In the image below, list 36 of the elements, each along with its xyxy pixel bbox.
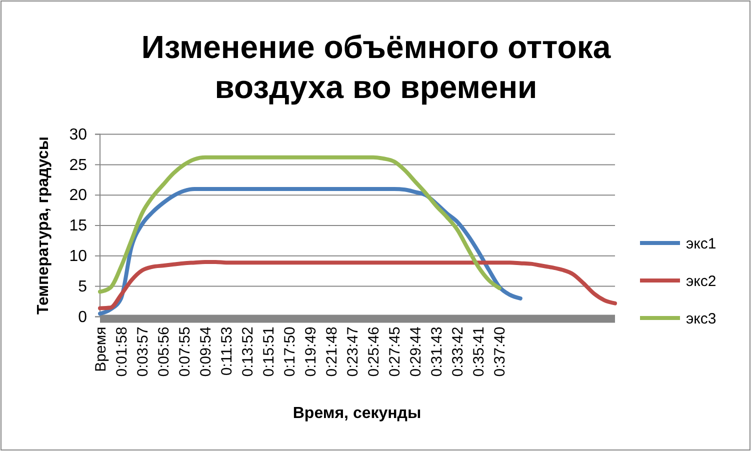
line-series (98, 187, 522, 316)
y-tick-label: 0 (78, 308, 88, 326)
y-axis-title: Температура, градусы (35, 136, 52, 314)
legend-label: экс3 (686, 310, 716, 328)
x-tick-label: 0:11:53 (218, 326, 236, 376)
x-tick-label: 0:03:57 (134, 326, 152, 377)
y-tick-label: 10 (69, 248, 88, 266)
y-tick-label: 5 (78, 278, 88, 296)
x-tick-label: Время (92, 326, 110, 372)
x-tick-label: 0:23:47 (344, 326, 362, 377)
chart-title: Изменение объёмного оттока воздуха во времени (141, 29, 611, 105)
x-tick-label: 0:15:51 (260, 326, 278, 377)
line-series (98, 155, 502, 294)
x-tick-label: 0:19:49 (302, 326, 320, 377)
line-series (98, 260, 617, 310)
legend-label: экс1 (686, 235, 716, 252)
x-tick-label: 0:13:52 (239, 326, 256, 377)
x-tick-label: 0:37:40 (492, 326, 509, 377)
x-tick-label: 0:29:44 (408, 326, 425, 377)
x-tick-label: 0:33:42 (450, 326, 467, 377)
x-tick-label: 0:35:41 (470, 326, 488, 377)
x-tick-label: 0:31:43 (428, 326, 446, 377)
legend-label: экс2 (686, 272, 716, 290)
x-tick-label: 0:21:48 (323, 326, 340, 377)
y-tick-label: 30 (69, 126, 88, 144)
y-tick-label: 15 (69, 218, 88, 235)
x-tick-label: 0:07:55 (176, 326, 194, 377)
x-tick-label: 0:17:50 (281, 326, 298, 377)
x-tick-label: 0:27:45 (386, 326, 404, 377)
x-tick-label: 0:01:58 (113, 326, 130, 377)
x-tick-label: 0:05:56 (155, 326, 172, 377)
y-tick-label: 25 (69, 156, 88, 174)
x-axis-title: Время, секунды (292, 405, 422, 422)
x-tick-label: 0:25:46 (366, 326, 383, 377)
x-tick-label: 0:09:54 (197, 326, 214, 377)
y-tick-label: 20 (69, 187, 88, 204)
